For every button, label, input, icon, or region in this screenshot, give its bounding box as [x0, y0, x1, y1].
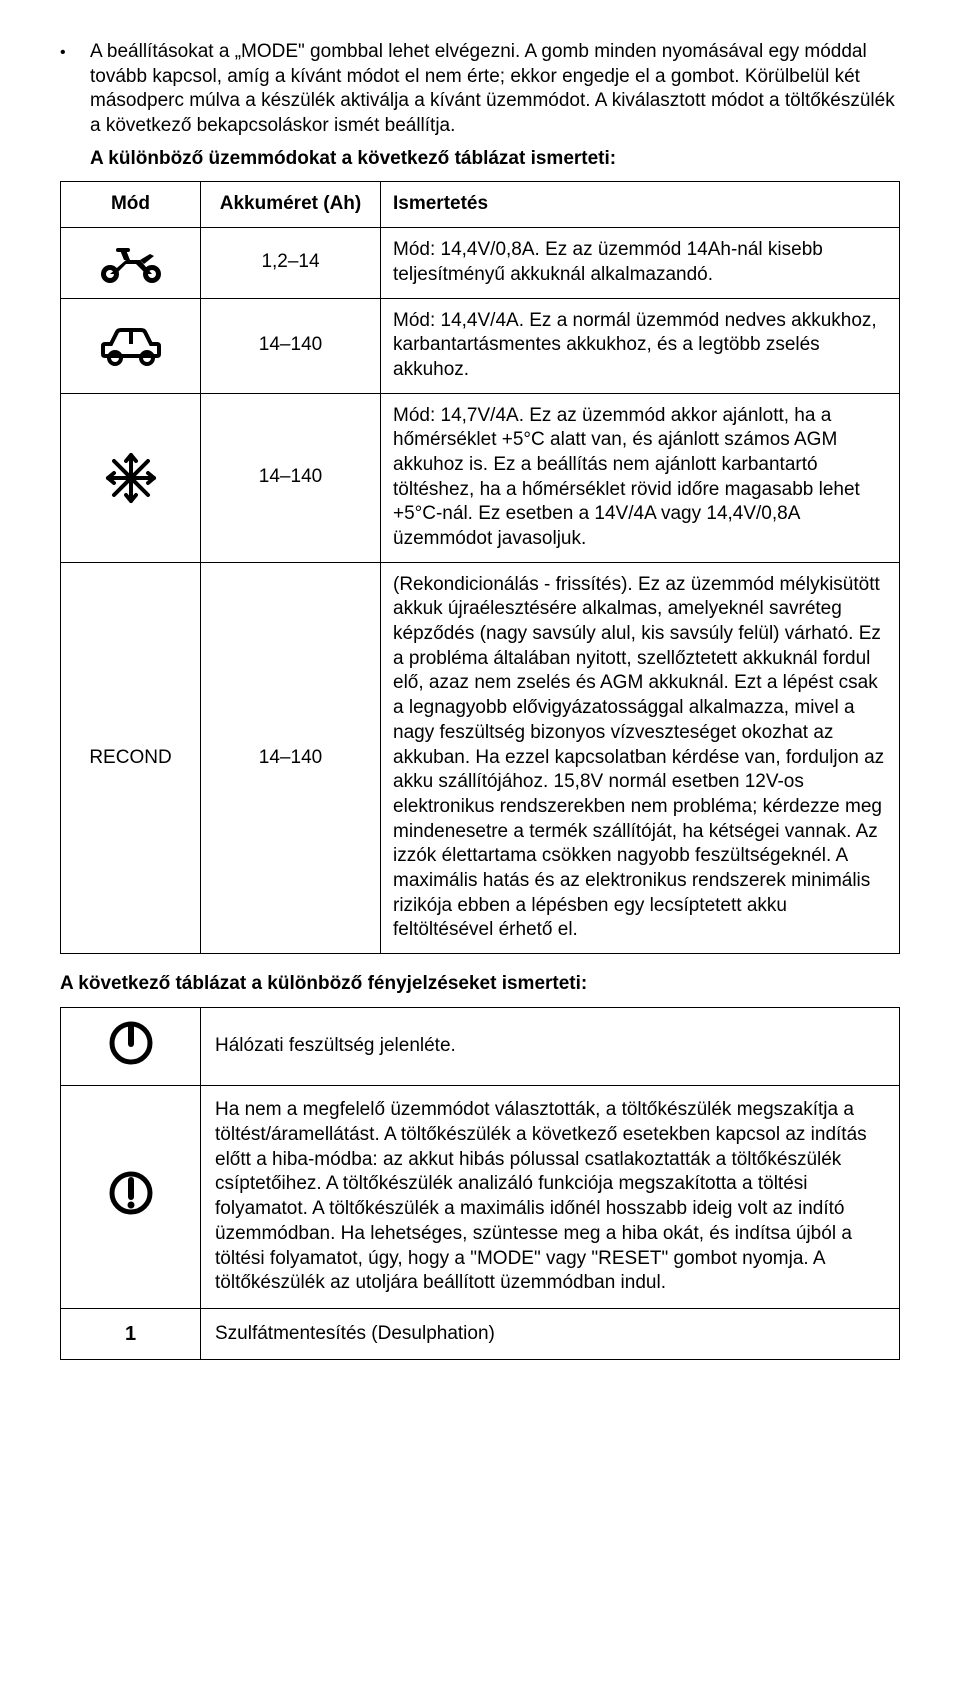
lights-table: Hálózati feszültség jelenléte. Ha nem a …	[60, 1007, 900, 1360]
modes-header-mode: Mód	[61, 182, 201, 228]
intro-paragraph: A beállításokat a „MODE" gombbal lehet e…	[90, 40, 900, 139]
bullet-glyph: •	[60, 40, 90, 139]
modes-header-desc: Ismertetés	[381, 182, 900, 228]
mode-desc: Mód: 14,4V/4A. Ez a normál üzemmód nedve…	[381, 298, 900, 393]
modes-header-row: Mód Akkuméret (Ah) Ismertetés	[61, 182, 900, 228]
mode-ah: 14–140	[201, 562, 381, 953]
intro-bullet-row: • A beállításokat a „MODE" gombbal lehet…	[60, 40, 900, 139]
light-icon-cell	[61, 1007, 201, 1086]
modes-header-ah: Akkuméret (Ah)	[201, 182, 381, 228]
light-icon-cell	[61, 1086, 201, 1309]
mode-ah: 14–140	[201, 393, 381, 562]
mode-icon-cell	[61, 393, 201, 562]
light-desc: Ha nem a megfelelő üzemmódot választottá…	[201, 1086, 900, 1309]
mode-ah: 14–140	[201, 298, 381, 393]
error-icon	[108, 1170, 154, 1216]
light-desc: Hálózati feszültség jelenléte.	[201, 1007, 900, 1086]
mode-desc: Mód: 14,4V/0,8A. Ez az üzemmód 14Ah-nál …	[381, 228, 900, 298]
motorcycle-icon	[96, 242, 166, 284]
lights-row: 1 Szulfátmentesítés (Desulphation)	[61, 1308, 900, 1359]
mode-ah: 1,2–14	[201, 228, 381, 298]
power-icon	[108, 1020, 154, 1066]
modes-row: 14–140 Mód: 14,7V/4A. Ez az üzemmód akko…	[61, 393, 900, 562]
mode-icon-cell	[61, 298, 201, 393]
modes-row: 1,2–14 Mód: 14,4V/0,8A. Ez az üzemmód 14…	[61, 228, 900, 298]
snowflake-icon	[104, 451, 158, 505]
mode-text-cell: RECOND	[61, 562, 201, 953]
mode-desc: Mód: 14,7V/4A. Ez az üzemmód akkor ajánl…	[381, 393, 900, 562]
mode-icon-cell	[61, 228, 201, 298]
lights-row: Hálózati feszültség jelenléte.	[61, 1007, 900, 1086]
light-number-cell: 1	[61, 1308, 201, 1359]
mode-desc: (Rekondicionálás - frissítés). Ez az üze…	[381, 562, 900, 953]
lights-row: Ha nem a megfelelő üzemmódot választottá…	[61, 1086, 900, 1309]
modes-table: Mód Akkuméret (Ah) Ismertetés 1,2–14 Mód…	[60, 181, 900, 954]
lights-section-head: A következő táblázat a különböző fényjel…	[60, 972, 900, 997]
light-desc: Szulfátmentesítés (Desulphation)	[201, 1308, 900, 1359]
car-icon	[97, 324, 165, 368]
intro-subhead: A különböző üzemmódokat a következő tábl…	[90, 147, 900, 172]
modes-row: RECOND 14–140 (Rekondicionálás - frissít…	[61, 562, 900, 953]
modes-row: 14–140 Mód: 14,4V/4A. Ez a normál üzemmó…	[61, 298, 900, 393]
